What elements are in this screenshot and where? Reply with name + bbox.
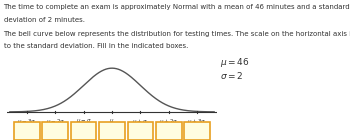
Text: $\sigma = 2$: $\sigma = 2$ <box>220 70 244 81</box>
Text: $\mu - 3\sigma$: $\mu - 3\sigma$ <box>17 117 37 126</box>
Text: The time to complete an exam is approximately Normal with a mean of 46 minutes a: The time to complete an exam is approxim… <box>4 4 350 10</box>
Text: $\mu + 2\sigma$: $\mu + 2\sigma$ <box>159 117 178 126</box>
Text: deviation of 2 minutes.: deviation of 2 minutes. <box>4 17 84 23</box>
Text: $\mu - \sigma$: $\mu - \sigma$ <box>76 117 92 125</box>
Text: to the standard deviation. Fill in the indicated boxes.: to the standard deviation. Fill in the i… <box>4 43 188 49</box>
Text: $\mu = 46$: $\mu = 46$ <box>220 56 250 69</box>
Text: $\mu$: $\mu$ <box>109 117 115 125</box>
Text: $\mu + \sigma$: $\mu + \sigma$ <box>132 117 148 126</box>
Text: $\mu - 2\sigma$: $\mu - 2\sigma$ <box>46 117 65 126</box>
Text: $\mu + 3\sigma$: $\mu + 3\sigma$ <box>187 117 207 126</box>
Text: The bell curve below represents the distribution for testing times. The scale on: The bell curve below represents the dist… <box>4 31 350 37</box>
